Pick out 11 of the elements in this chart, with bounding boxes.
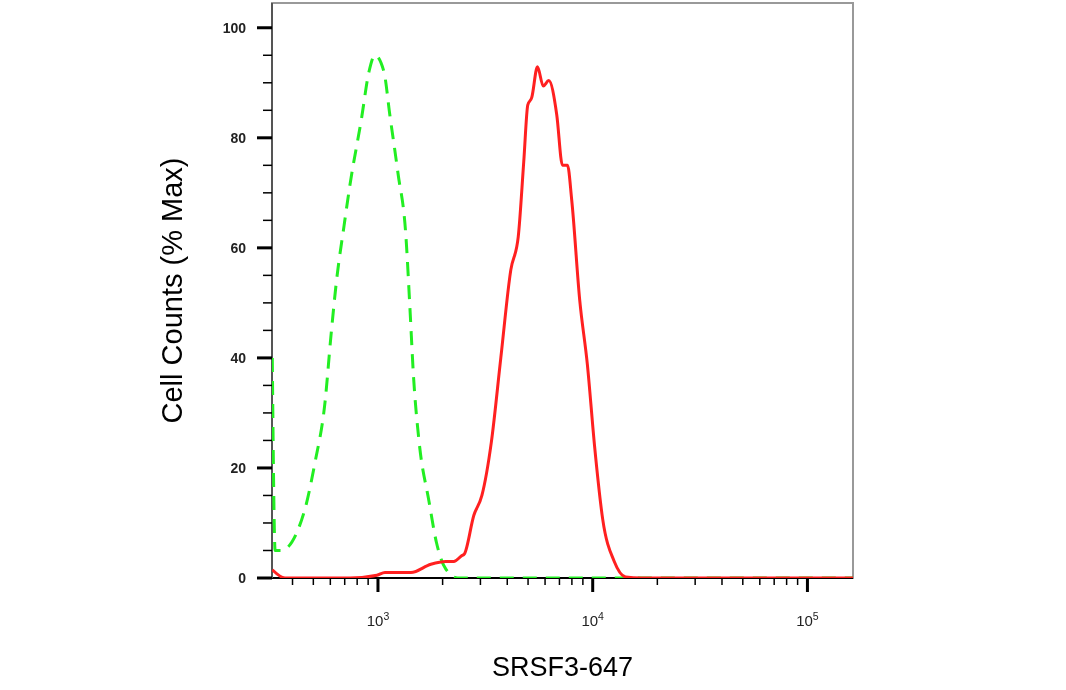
x-tick-label: 10$^{3}$ <box>366 610 390 629</box>
y-tick-label: 60 <box>230 239 247 256</box>
y-tick-label: 100 <box>222 19 247 36</box>
x-tick-label: 10$^{5}$ <box>796 610 819 629</box>
x-tick-label: 10$^{4}$ <box>581 610 605 629</box>
y-tick-label: 0 <box>238 569 247 586</box>
y-tick-label: 40 <box>230 349 247 366</box>
y-axis-title: Cell Counts (% Max) <box>156 157 188 424</box>
y-tick-label: 80 <box>230 129 247 146</box>
x-axis-title: SRSF3-647 <box>491 652 634 682</box>
y-tick-label: 20 <box>230 459 247 476</box>
